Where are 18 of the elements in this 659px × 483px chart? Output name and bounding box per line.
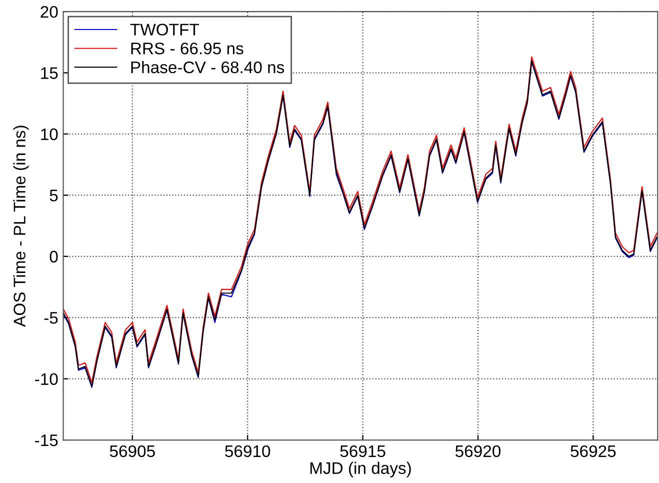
y-tick-label: 15 <box>41 67 58 79</box>
y-tick-label: 0 <box>50 250 58 263</box>
x-tick-label: 56910 <box>225 445 270 458</box>
x-tick-label: 56905 <box>110 445 155 458</box>
y-tick-label: 10 <box>41 128 58 140</box>
legend-label: TWOTFT <box>130 24 199 36</box>
x-tick-label: 56925 <box>570 445 616 458</box>
legend-label: RRS - 66.95 ns <box>131 42 244 54</box>
y-tick-label: -10 <box>35 373 58 386</box>
y-tick-label: -5 <box>44 312 58 324</box>
y-tick-label: 5 <box>50 190 58 202</box>
x-tick-label: 56915 <box>340 445 386 458</box>
y-tick-label: -15 <box>35 434 58 446</box>
y-axis-title: AOS Time - PL Time (in ns) <box>13 126 29 327</box>
legend-label: Phase-CV - 68.40 ns <box>131 61 284 74</box>
y-tick-label: 20 <box>40 6 58 18</box>
x-axis-title: MJD (in days) <box>310 462 411 478</box>
x-tick-label: 56920 <box>455 445 500 458</box>
